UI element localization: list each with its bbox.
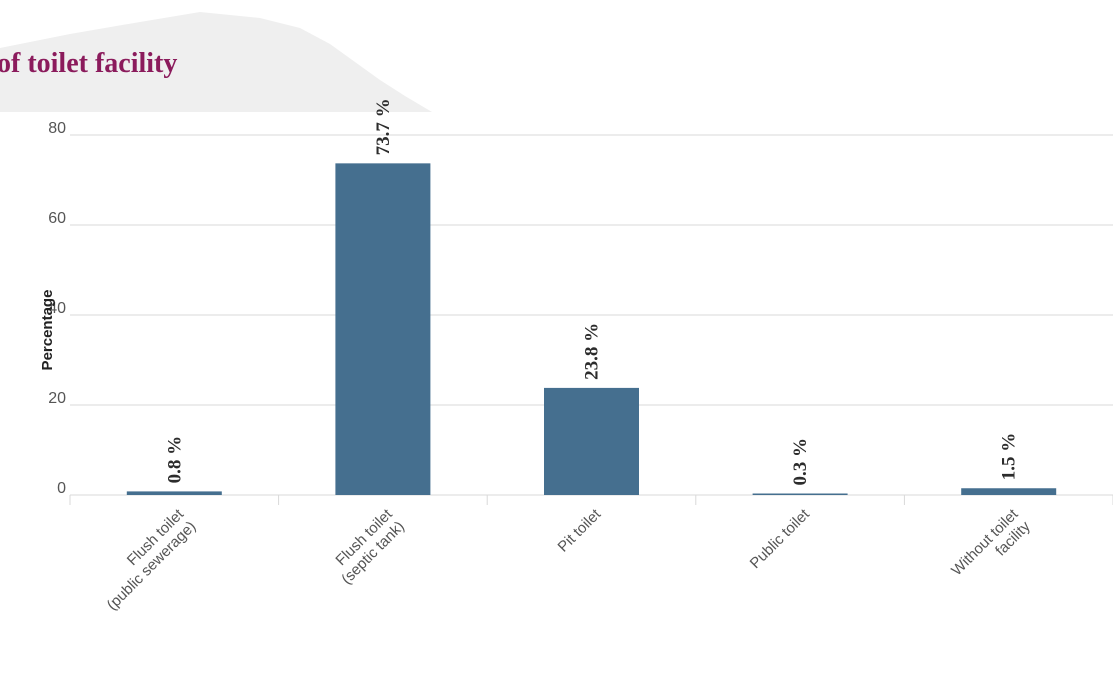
x-category-label: Flush toilet(public sewerage)	[91, 505, 200, 614]
chart-title: pe of toilet facility	[0, 48, 178, 79]
data-label: 1.5 %	[999, 433, 1020, 481]
bar	[961, 488, 1057, 495]
data-label: 73.7 %	[373, 98, 394, 155]
bar	[335, 163, 431, 495]
y-tick-label: 80	[48, 120, 66, 137]
data-label: 0.8 %	[164, 436, 185, 484]
x-category-label-line: Pit toilet	[555, 505, 605, 555]
x-category-label-line: Public toilet	[747, 505, 814, 572]
background-map-shape	[0, 12, 432, 112]
y-tick-label: 40	[48, 300, 66, 317]
bar	[544, 387, 639, 495]
y-tick-label: 0	[57, 480, 66, 497]
data-label: 23.8 %	[582, 323, 603, 380]
data-label: 0.3 %	[790, 438, 811, 486]
x-category-label: Flush toilet(septic tank)	[326, 505, 409, 588]
y-tick-label: 60	[48, 210, 66, 227]
bar	[126, 491, 222, 495]
bar	[752, 493, 848, 495]
x-category-label: Pit toilet	[555, 505, 605, 555]
x-category-label: Without toiletfacility	[948, 505, 1034, 591]
y-axis-title: Percentage	[39, 290, 56, 371]
x-category-label: Public toilet	[747, 505, 814, 572]
y-tick-label: 20	[48, 390, 66, 407]
